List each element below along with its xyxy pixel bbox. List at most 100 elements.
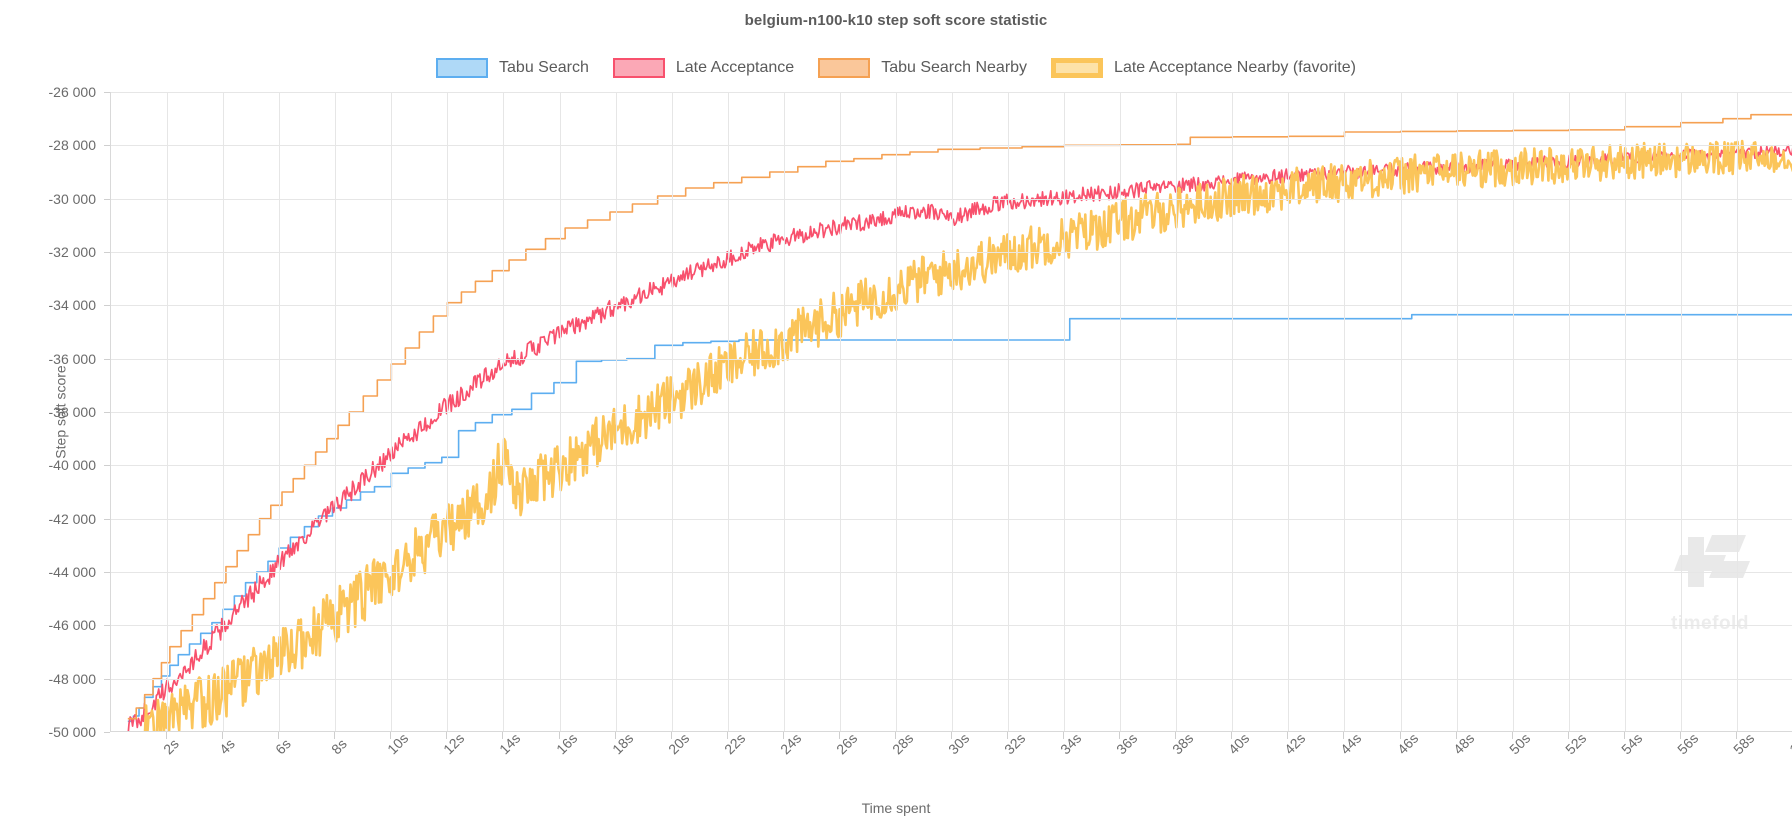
x-tick-label: 30s xyxy=(945,730,973,758)
x-tick-mark xyxy=(446,732,448,739)
y-tick-label: -38 000 xyxy=(48,404,96,420)
legend-label: Tabu Search xyxy=(499,59,589,76)
gridline-vertical xyxy=(839,92,841,731)
x-tick-label: 58s xyxy=(1729,730,1758,758)
legend-item-late-acceptance-nearby-favorite[interactable]: Late Acceptance Nearby (favorite) xyxy=(1051,58,1356,78)
gridline-vertical xyxy=(1232,92,1234,731)
x-tick-mark xyxy=(278,732,280,739)
y-tick-label: -30 000 xyxy=(48,190,96,207)
gridline-vertical xyxy=(279,92,281,731)
gridline-horizontal xyxy=(111,92,1792,93)
gridline-vertical xyxy=(671,92,673,731)
x-tick-mark xyxy=(558,732,560,739)
y-tick-mark xyxy=(104,732,110,733)
x-tick-mark xyxy=(1231,732,1233,739)
x-tick-label: 2s xyxy=(160,735,182,758)
y-tick-mark xyxy=(104,518,110,520)
x-tick-label: 24s xyxy=(776,730,805,758)
y-tick-mark xyxy=(104,252,110,253)
x-axis-title: Time spent xyxy=(861,800,931,816)
x-tick-label: 42s xyxy=(1281,730,1309,758)
x-tick-label: 34s xyxy=(1057,730,1085,758)
x-tick-mark xyxy=(1063,732,1065,739)
x-tick-mark xyxy=(1007,732,1009,739)
gridline-horizontal xyxy=(111,145,1792,147)
x-tick-label: 52s xyxy=(1561,730,1589,758)
gridline-vertical xyxy=(1736,92,1738,731)
gridline-vertical xyxy=(559,92,561,731)
x-tick-mark xyxy=(1287,732,1289,739)
legend-swatch-icon xyxy=(436,58,489,78)
x-tick-mark xyxy=(502,732,504,739)
x-tick-label: 56s xyxy=(1673,730,1702,758)
gridline-vertical xyxy=(1120,92,1122,731)
x-tick-mark xyxy=(838,732,840,739)
gridline-horizontal xyxy=(111,625,1792,627)
x-tick-mark xyxy=(334,732,336,739)
gridline-horizontal xyxy=(111,305,1792,307)
y-axis-ticks: -26 000 -28 000 -30 000 -32 000 -34 000 -36 0… xyxy=(0,84,1792,740)
legend-label: Late Acceptance xyxy=(675,59,795,76)
gridline-vertical xyxy=(1680,92,1682,731)
legend-item-late-acceptance[interactable]: Late Acceptance xyxy=(612,58,795,78)
legend-swatch-icon xyxy=(818,58,871,78)
gridline-vertical xyxy=(503,92,505,731)
gridline-vertical xyxy=(1512,92,1514,731)
x-tick-mark xyxy=(390,732,392,739)
x-tick-label: 22s xyxy=(720,730,748,758)
legend-item-tabu-search[interactable]: Tabu Search xyxy=(436,58,589,78)
series-path xyxy=(143,139,1792,731)
gridline-horizontal xyxy=(111,412,1792,413)
chart-title: belgium-n100-k10 step soft score statist… xyxy=(744,12,1048,29)
x-tick-label: 50s xyxy=(1505,730,1533,758)
gridline-horizontal xyxy=(111,465,1792,467)
legend-item-tabu-search-nearby[interactable]: Tabu Search Nearby xyxy=(818,58,1027,78)
x-tick-mark xyxy=(1511,732,1513,739)
x-tick-mark xyxy=(1679,732,1681,739)
y-tick-mark xyxy=(104,572,110,573)
gridline-vertical xyxy=(1064,92,1066,731)
gridline-vertical xyxy=(1400,92,1402,731)
y-tick-mark xyxy=(104,625,110,627)
x-tick-label: 10s xyxy=(384,730,412,758)
x-tick-mark xyxy=(1455,732,1457,739)
gridline-horizontal xyxy=(111,572,1792,573)
x-tick-label: 14s xyxy=(496,730,524,758)
y-tick-label: -50 000 xyxy=(48,724,96,740)
x-tick-mark xyxy=(726,732,728,739)
plot-area: timefold xyxy=(110,92,1792,732)
x-axis-ticks: 2s 4s 6s 8s 10s 12s 14s 16s 18s 20s 22s 24s 26s 28s 30… xyxy=(0,730,1792,802)
x-tick-label: 6s xyxy=(272,735,294,758)
x-tick-label: 18s xyxy=(608,730,636,758)
y-tick-mark xyxy=(104,198,110,200)
legend-swatch-icon xyxy=(612,58,665,78)
gridline-horizontal xyxy=(111,252,1792,253)
y-tick-label: -40 000 xyxy=(48,457,96,474)
gridline-vertical xyxy=(1456,92,1458,731)
gridline-vertical xyxy=(615,92,617,731)
y-tick-label: -42 000 xyxy=(48,510,96,527)
gridline-vertical xyxy=(952,92,953,731)
gridline-vertical xyxy=(895,92,897,731)
gridline-vertical xyxy=(1176,92,1178,731)
gridline-vertical xyxy=(1288,92,1290,731)
y-tick-mark xyxy=(104,305,110,307)
y-tick-label: -48 000 xyxy=(48,670,96,687)
x-tick-label: 20s xyxy=(664,730,692,758)
chart-legend: Tabu Search Late Acceptance Tabu Search Ne… xyxy=(0,58,1792,78)
y-tick-mark xyxy=(104,92,110,93)
gridline-horizontal xyxy=(111,678,1792,680)
x-tick-label: 46s xyxy=(1393,730,1421,758)
gridline-vertical xyxy=(1568,92,1570,731)
x-tick-mark xyxy=(1343,732,1345,739)
gridline-vertical xyxy=(167,92,169,731)
x-tick-label: 48s xyxy=(1449,730,1477,758)
gridline-vertical xyxy=(447,92,449,731)
y-tick-mark xyxy=(104,358,110,360)
x-tick-mark xyxy=(951,732,952,739)
x-tick-mark xyxy=(782,732,784,739)
x-tick-label: 40s xyxy=(1225,730,1253,758)
x-tick-label: 4s xyxy=(216,735,238,758)
gridline-vertical xyxy=(1008,92,1010,731)
x-tick-label: 16s xyxy=(552,730,580,758)
